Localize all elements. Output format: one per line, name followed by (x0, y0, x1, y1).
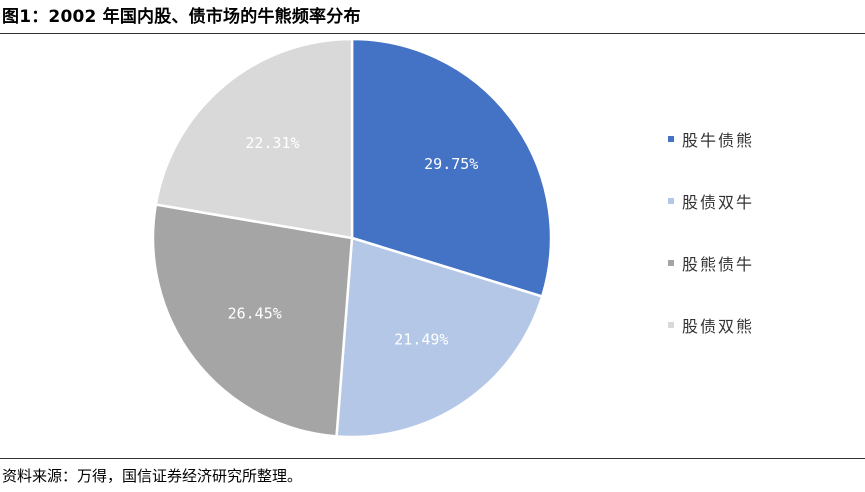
legend-item: 股债双牛 (668, 190, 754, 212)
pie-data-labels: 29.75% 21.49% 26.45% 22.31% (228, 134, 479, 348)
bottom-rule (0, 458, 865, 459)
source-note: 资料来源：万得，国信证券经济研究所整理。 (2, 467, 303, 485)
pie-slice-2 (335, 236, 544, 439)
legend-item: 股牛债熊 (668, 128, 754, 150)
legend-swatch-icon (668, 322, 674, 328)
legend-swatch-icon (668, 198, 674, 204)
pie-slice-1 (350, 37, 553, 299)
legend-item: 股熊债牛 (668, 252, 754, 274)
figure-title: 图1：2002 年国内股、债市场的牛熊频率分布 (2, 7, 361, 27)
pie-slices (151, 37, 553, 439)
pie-chart: 29.75% 21.49% 26.45% 22.31% (151, 37, 553, 439)
legend-label: 股债双牛 (682, 193, 755, 212)
legend-swatch-icon (668, 260, 674, 266)
legend-label: 股牛债熊 (682, 131, 755, 150)
pie-slice-3 (151, 203, 354, 438)
legend-label: 股熊债牛 (682, 255, 755, 274)
pie-slice-4 (154, 37, 354, 240)
top-rule (0, 33, 865, 34)
legend-label: 股债双熊 (682, 317, 755, 336)
slice-data-label: 29.75% (424, 155, 478, 173)
slice-data-label: 21.49% (394, 331, 448, 349)
legend-item: 股债双熊 (668, 314, 754, 336)
slice-data-label: 26.45% (228, 304, 282, 322)
legend-swatch-icon (668, 136, 674, 142)
slice-data-label: 22.31% (245, 134, 299, 152)
